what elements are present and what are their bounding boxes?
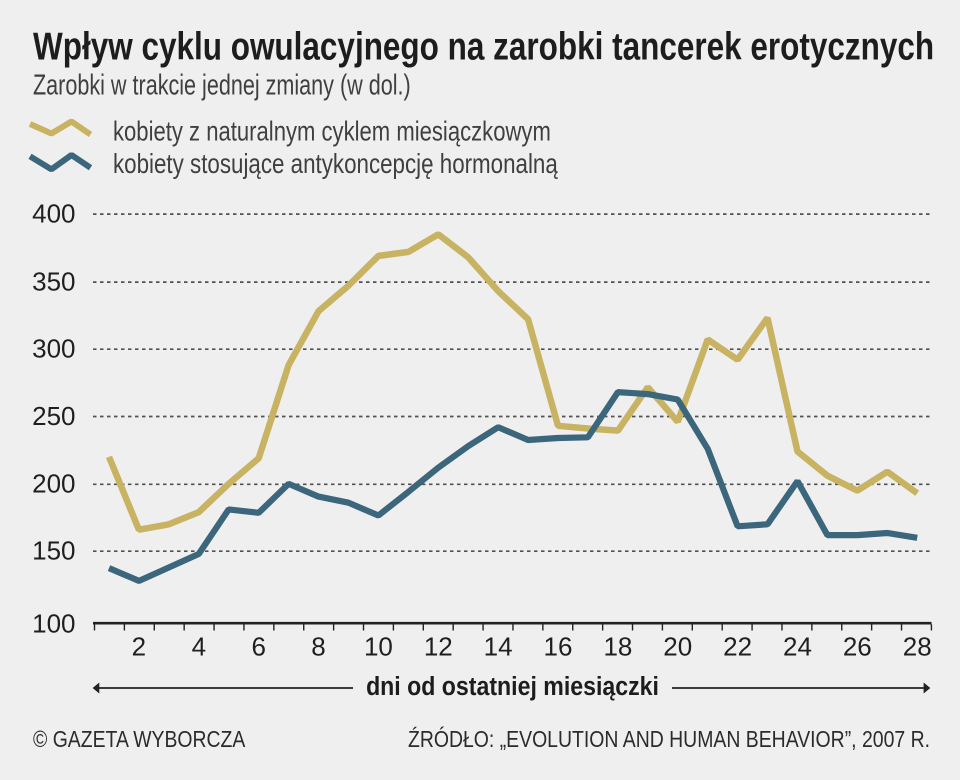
svg-text:© GAZETA WYBORCZA: © GAZETA WYBORCZA [33,725,246,752]
svg-text:200: 200 [32,469,75,499]
svg-text:10: 10 [364,632,393,662]
svg-text:26: 26 [843,632,872,662]
svg-text:6: 6 [251,632,265,662]
svg-text:2: 2 [132,632,146,662]
svg-text:ŹRÓDŁO: „EVOLUTION AND HUMAN B: ŹRÓDŁO: „EVOLUTION AND HUMAN BEHAVIOR”, … [408,725,930,752]
svg-text:16: 16 [544,632,573,662]
svg-text:8: 8 [311,632,325,662]
svg-text:18: 18 [603,632,632,662]
svg-text:100: 100 [32,608,75,638]
svg-text:kobiety stosujące antykoncepcj: kobiety stosujące antykoncepcję hormonal… [113,149,559,180]
svg-text:22: 22 [723,632,752,662]
svg-text:28: 28 [903,632,932,662]
svg-text:400: 400 [32,198,75,228]
svg-text:dni od ostatniej miesiączki: dni od ostatniej miesiączki [366,673,659,702]
svg-text:Wpływ cyklu owulacyjnego na za: Wpływ cyklu owulacyjnego na zarobki tanc… [33,24,934,68]
svg-text:24: 24 [783,632,812,662]
svg-text:150: 150 [32,536,75,566]
svg-text:300: 300 [32,334,75,364]
svg-text:4: 4 [192,632,206,662]
svg-text:12: 12 [424,632,453,662]
svg-text:14: 14 [484,632,513,662]
svg-text:kobiety z naturalnym cyklem mi: kobiety z naturalnym cyklem miesiączkowy… [113,116,551,147]
svg-text:20: 20 [663,632,692,662]
svg-text:350: 350 [32,266,75,296]
svg-text:Zarobki w trakcie jednej zmian: Zarobki w trakcie jednej zmiany (w dol.) [33,70,411,102]
svg-text:250: 250 [32,401,75,431]
